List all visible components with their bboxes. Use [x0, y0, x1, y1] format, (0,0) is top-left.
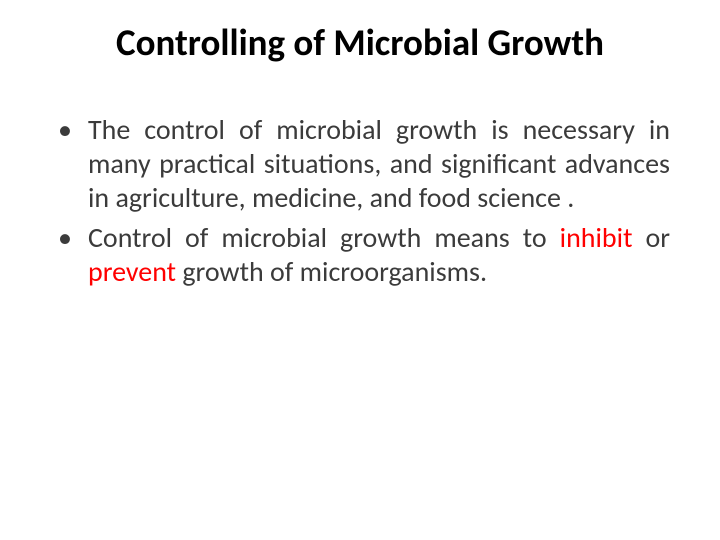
slide: Controlling of Microbial Growth The cont…: [0, 0, 720, 540]
bullet-item: Control of microbial growth means to inh…: [50, 221, 670, 289]
bullet-text: Control of microbial growth means to: [88, 220, 560, 255]
bullet-text: growth of microorganisms.: [176, 254, 487, 289]
highlight-text: inhibit: [560, 220, 633, 255]
bullet-text: or: [632, 220, 670, 255]
bullet-text: The control of microbial growth is neces…: [88, 112, 670, 215]
slide-body: The control of microbial growth is neces…: [50, 113, 670, 290]
slide-title: Controlling of Microbial Growth: [50, 22, 670, 65]
bullet-item: The control of microbial growth is neces…: [50, 113, 670, 215]
bullet-list: The control of microbial growth is neces…: [50, 113, 670, 290]
highlight-text: prevent: [88, 254, 176, 289]
